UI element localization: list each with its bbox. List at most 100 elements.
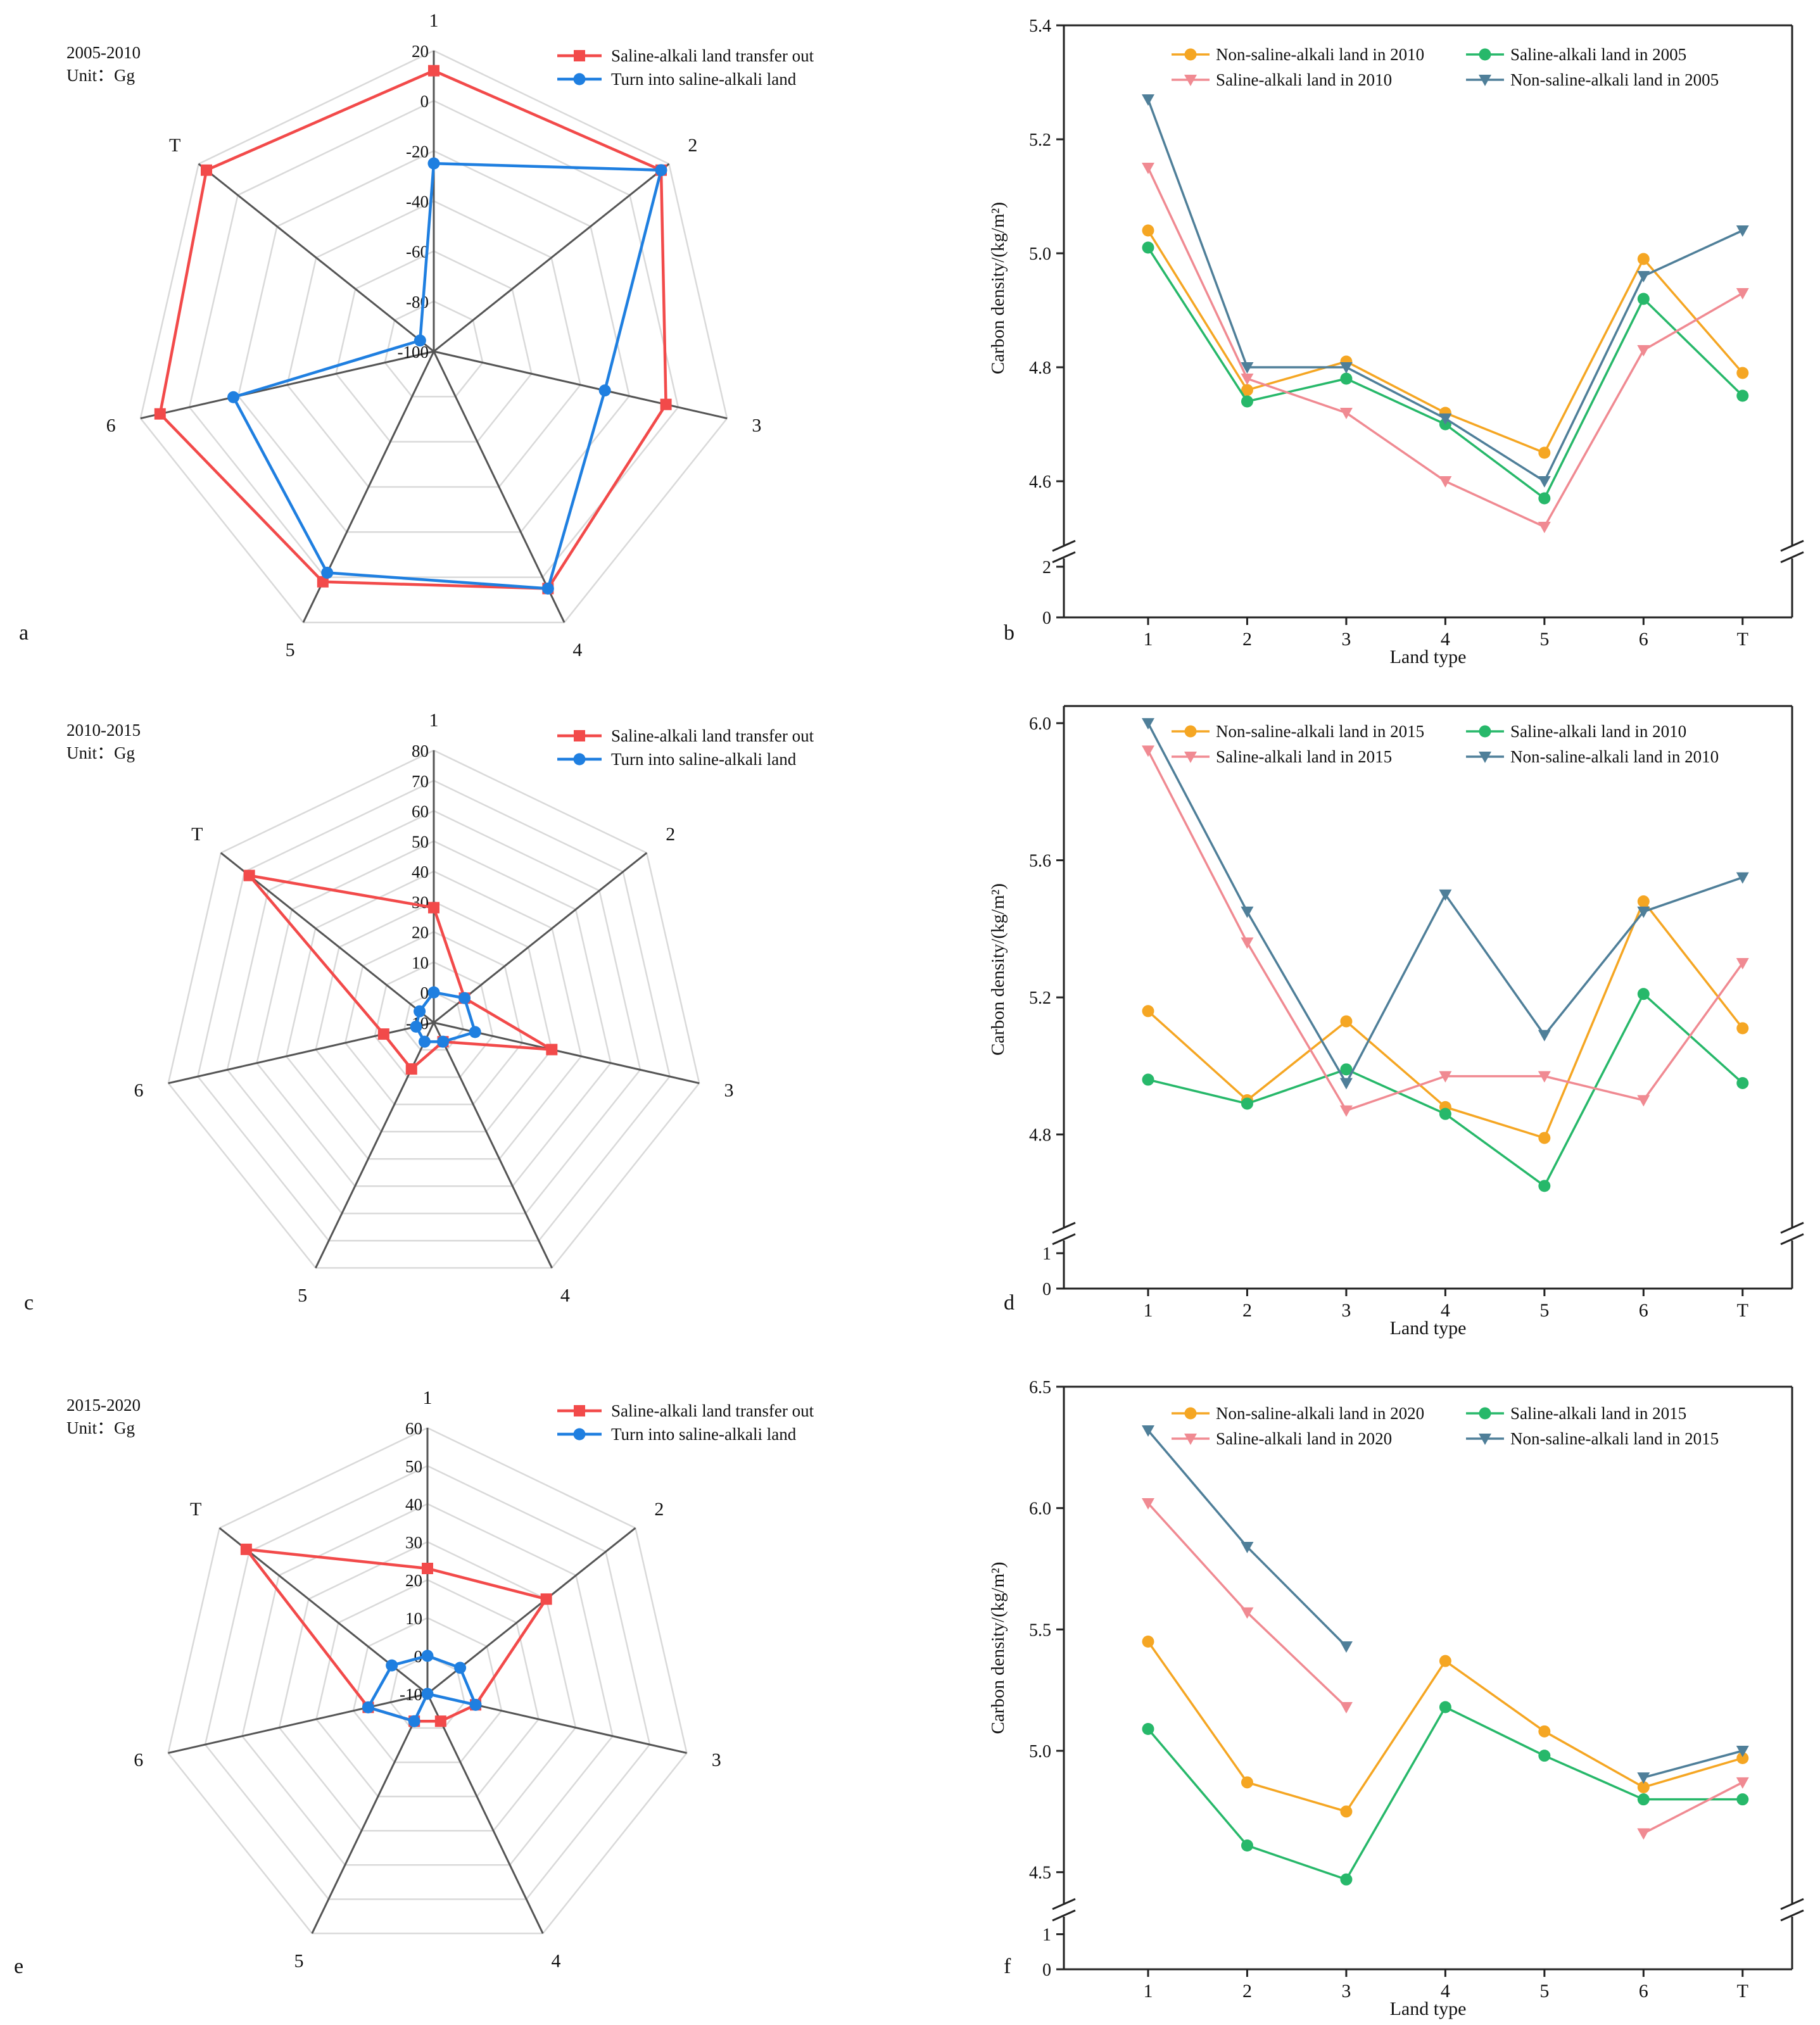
x-axis-title: Land type xyxy=(1390,647,1467,667)
radar-point-marker xyxy=(434,1715,446,1727)
legend-label: Saline-alkali land in 2020 xyxy=(1216,1429,1392,1448)
panel-f: 4.5 5.0 5.5 6.0 6.5 0 1 1 2 3 4 5 6 T Land type Carbon … xyxy=(988,1378,1804,2019)
radar-axis-label: 5 xyxy=(294,1951,303,1972)
radar-tick-label: 40 xyxy=(405,1495,422,1514)
legend-marker xyxy=(573,753,586,766)
x-tick-label: T xyxy=(1737,629,1748,650)
radar-spoke xyxy=(220,852,434,1024)
data-point-marker xyxy=(1637,345,1650,356)
x-tick-label: 4 xyxy=(1441,1981,1450,2002)
data-point-marker xyxy=(1339,408,1353,419)
radar-spoke xyxy=(426,1693,544,1934)
data-point-marker xyxy=(1736,1022,1749,1035)
radar-spoke xyxy=(315,1022,435,1269)
data-point-marker xyxy=(1736,958,1749,969)
axis-break-mark xyxy=(1780,1233,1804,1246)
data-point-marker xyxy=(1538,1725,1551,1738)
radar-tick-label: 0 xyxy=(420,92,429,111)
y-tick-label: 6.5 xyxy=(1029,1378,1051,1397)
radar-point-marker xyxy=(421,1650,434,1662)
x-tick-label: 2 xyxy=(1242,1981,1252,2002)
radar-series-line xyxy=(245,873,553,1071)
radar-grid-ring xyxy=(237,149,631,533)
data-point-marker xyxy=(1538,522,1551,533)
legend-label: Non-saline-alkali land in 2010 xyxy=(1216,45,1424,64)
radar-axis-label: 4 xyxy=(572,640,582,660)
radar-grid-ring xyxy=(188,99,679,578)
radar-point-marker xyxy=(408,1715,420,1727)
radar-grid-ring xyxy=(167,1427,688,1934)
panel-letter: c xyxy=(24,1291,34,1315)
data-point-marker xyxy=(1340,1063,1353,1076)
radar-point-marker xyxy=(227,391,240,403)
data-point-marker xyxy=(1241,906,1254,918)
radar-grid-ring xyxy=(197,779,671,1242)
data-point-marker xyxy=(1241,1607,1254,1619)
axis-break-mark xyxy=(1052,539,1076,552)
data-point-marker xyxy=(1339,1641,1353,1653)
y-tick-label: 5.2 xyxy=(1029,130,1051,150)
radar-spoke xyxy=(433,350,728,420)
data-point-marker xyxy=(1637,1828,1650,1840)
x-tick-label: 1 xyxy=(1143,1981,1153,2002)
y-tick-label: 5.2 xyxy=(1029,988,1051,1008)
x-tick-label: 2 xyxy=(1242,1300,1252,1321)
data-point-marker xyxy=(1241,395,1253,408)
data-point-marker xyxy=(1241,374,1254,385)
data-point-marker xyxy=(1439,1655,1451,1667)
radar-point-marker xyxy=(469,1026,481,1038)
axis-break-mark xyxy=(1780,551,1804,564)
data-point-marker xyxy=(1637,1095,1650,1107)
legend-label: Saline-alkali land in 2010 xyxy=(1510,722,1686,741)
radar-tick-label: 30 xyxy=(405,1533,422,1552)
panel-c: 80706050403020100-10123456T2010-2015Unit… xyxy=(24,710,814,1315)
radar-tick-label: 10 xyxy=(412,953,429,972)
legend-marker xyxy=(1479,1434,1491,1445)
legend-label: Turn into saline-alkali land xyxy=(611,750,797,769)
y-tick-label: 4.5 xyxy=(1029,1864,1051,1883)
radar-spoke xyxy=(433,351,566,623)
radar-point-marker xyxy=(201,164,213,176)
radar-title: 2010-2015 xyxy=(66,721,141,740)
y-tick-label: 5.0 xyxy=(1029,1742,1051,1762)
radar-point-marker xyxy=(421,1688,434,1700)
radar-spoke xyxy=(140,350,434,420)
radar-grid-ring xyxy=(139,49,728,624)
axis-break-mark xyxy=(1052,1233,1076,1246)
radar-tick-label: 80 xyxy=(412,741,429,760)
series-line xyxy=(1643,1781,1743,1834)
radar-axis-label: 6 xyxy=(134,1080,143,1101)
radar-tick-label: 0 xyxy=(420,983,429,1002)
radar-spoke xyxy=(168,1021,434,1085)
radar-axis-label: T xyxy=(169,135,180,156)
y-tick-label: 1 xyxy=(1042,1926,1051,1945)
radar-grid-ring xyxy=(344,931,524,1106)
radar-point-marker xyxy=(240,1543,252,1555)
axis-break-mark xyxy=(1780,539,1804,552)
radar-point-marker xyxy=(243,869,255,881)
radar-tick-label: -20 xyxy=(406,142,429,161)
radar-series-line xyxy=(231,161,663,590)
radar-tick-label: 10 xyxy=(405,1609,422,1628)
x-tick-label: T xyxy=(1737,1981,1748,2002)
radar-point-marker xyxy=(546,1044,558,1056)
y-tick-label: 5.5 xyxy=(1029,1620,1051,1640)
x-tick-label: 1 xyxy=(1143,629,1153,650)
legend-marker xyxy=(1479,725,1491,738)
radar-grid-ring xyxy=(335,250,533,443)
legend-label: Saline-alkali land in 2005 xyxy=(1510,45,1686,64)
data-point-marker xyxy=(1637,293,1650,305)
data-point-marker xyxy=(1241,1097,1253,1110)
data-point-marker xyxy=(1736,1777,1749,1789)
legend-marker xyxy=(1184,1434,1197,1445)
data-point-marker xyxy=(1241,1776,1253,1789)
y-tick-label: 1 xyxy=(1042,1244,1051,1264)
radar-title: 2005-2010 xyxy=(66,43,141,62)
legend-label: Saline-alkali land transfer out xyxy=(611,1401,814,1420)
panel-b: 4.6 4.8 5.0 5.2 5.4 0 2 1 2 3 4 5 6 T Land type Carbon … xyxy=(988,16,1804,667)
radar-tick-label: 40 xyxy=(412,862,429,881)
data-point-marker xyxy=(1142,1723,1154,1735)
radar-point-marker xyxy=(427,986,440,999)
radar-spoke xyxy=(198,163,434,353)
data-point-marker xyxy=(1439,1701,1451,1713)
